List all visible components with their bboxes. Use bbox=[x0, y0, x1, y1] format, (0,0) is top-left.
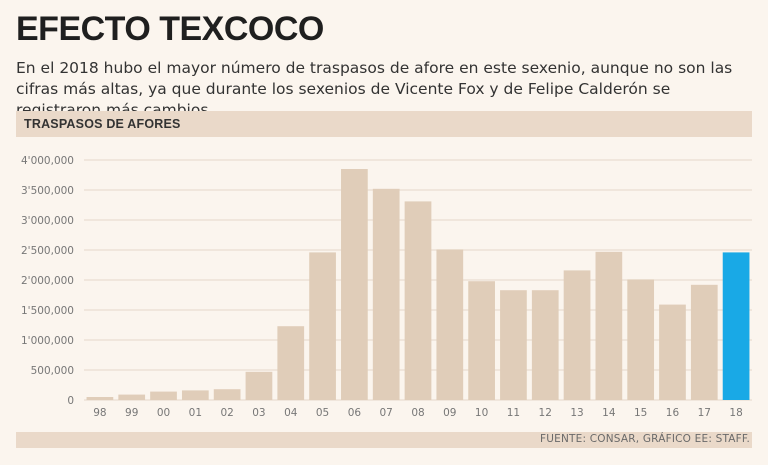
bar-04 bbox=[277, 326, 305, 400]
bar-08 bbox=[404, 201, 432, 400]
bar-10 bbox=[468, 281, 495, 400]
bar-11 bbox=[500, 290, 527, 400]
bar-01 bbox=[181, 390, 209, 400]
bar-00 bbox=[150, 391, 177, 400]
bar-18 bbox=[722, 252, 750, 400]
bar-07 bbox=[372, 188, 400, 400]
chart-title: TRASPASOS DE AFORES bbox=[24, 117, 181, 131]
bar-15 bbox=[627, 279, 655, 400]
bar-09 bbox=[436, 249, 464, 400]
x-tick-label: 04 bbox=[284, 407, 298, 419]
x-tick-label: 14 bbox=[602, 407, 616, 419]
x-tick-label: 07 bbox=[380, 407, 393, 419]
x-tick-label: 18 bbox=[729, 407, 742, 419]
x-tick-label: 00 bbox=[157, 407, 170, 419]
x-tick-label: 99 bbox=[125, 407, 138, 419]
y-tick-label: 3'000,000 bbox=[21, 215, 74, 227]
bar-06 bbox=[341, 169, 368, 400]
x-tick-label: 10 bbox=[475, 407, 488, 419]
x-tick-label: 12 bbox=[539, 407, 552, 419]
y-tick-label: 0 bbox=[67, 395, 74, 407]
bar-99 bbox=[118, 394, 146, 400]
x-tick-label: 98 bbox=[93, 407, 106, 419]
y-tick-label: 500,000 bbox=[31, 365, 74, 377]
x-tick-label: 06 bbox=[348, 407, 362, 419]
y-tick-label: 3'500,000 bbox=[21, 185, 74, 197]
source-note: FUENTE: CONSAR, GRÁFICO EE: STAFF. bbox=[540, 433, 750, 445]
x-tick-label: 02 bbox=[220, 407, 233, 419]
y-tick-label: 2'000,000 bbox=[21, 275, 74, 287]
footer-bar: FUENTE: CONSAR, GRÁFICO EE: STAFF. bbox=[16, 432, 752, 448]
bar-16 bbox=[659, 304, 686, 400]
y-tick-label: 1'500,000 bbox=[21, 305, 74, 317]
x-tick-label: 16 bbox=[666, 407, 680, 419]
x-tick-label: 03 bbox=[252, 407, 265, 419]
bar-17 bbox=[690, 284, 718, 400]
bar-chart: 0 500,000 1'000,000 1'500,000 2'000,000 2'500… bbox=[21, 155, 752, 419]
x-tick-label: 15 bbox=[634, 407, 647, 419]
x-tick-label: 05 bbox=[316, 407, 329, 419]
y-tick-label: 2'500,000 bbox=[21, 245, 74, 257]
bar-14 bbox=[595, 251, 623, 400]
x-tick-label: 09 bbox=[443, 407, 456, 419]
y-tick-label: 4'000,000 bbox=[21, 155, 74, 167]
chart-header-bar: TRASPASOS DE AFORES bbox=[16, 111, 752, 137]
bar-02 bbox=[213, 389, 241, 400]
x-tick-label: 13 bbox=[570, 407, 583, 419]
x-tick-label: 08 bbox=[411, 407, 424, 419]
bar-03 bbox=[245, 371, 273, 400]
x-tick-label: 01 bbox=[189, 407, 202, 419]
bar-13 bbox=[563, 270, 591, 400]
bar-98 bbox=[86, 397, 114, 400]
x-tick-label: 17 bbox=[698, 407, 711, 419]
x-tick-label: 11 bbox=[507, 407, 520, 419]
bar-12 bbox=[531, 290, 559, 400]
page-title: EFECTO TEXCOCO bbox=[16, 10, 324, 48]
bar-05 bbox=[309, 252, 336, 400]
y-tick-label: 1'000,000 bbox=[21, 335, 74, 347]
